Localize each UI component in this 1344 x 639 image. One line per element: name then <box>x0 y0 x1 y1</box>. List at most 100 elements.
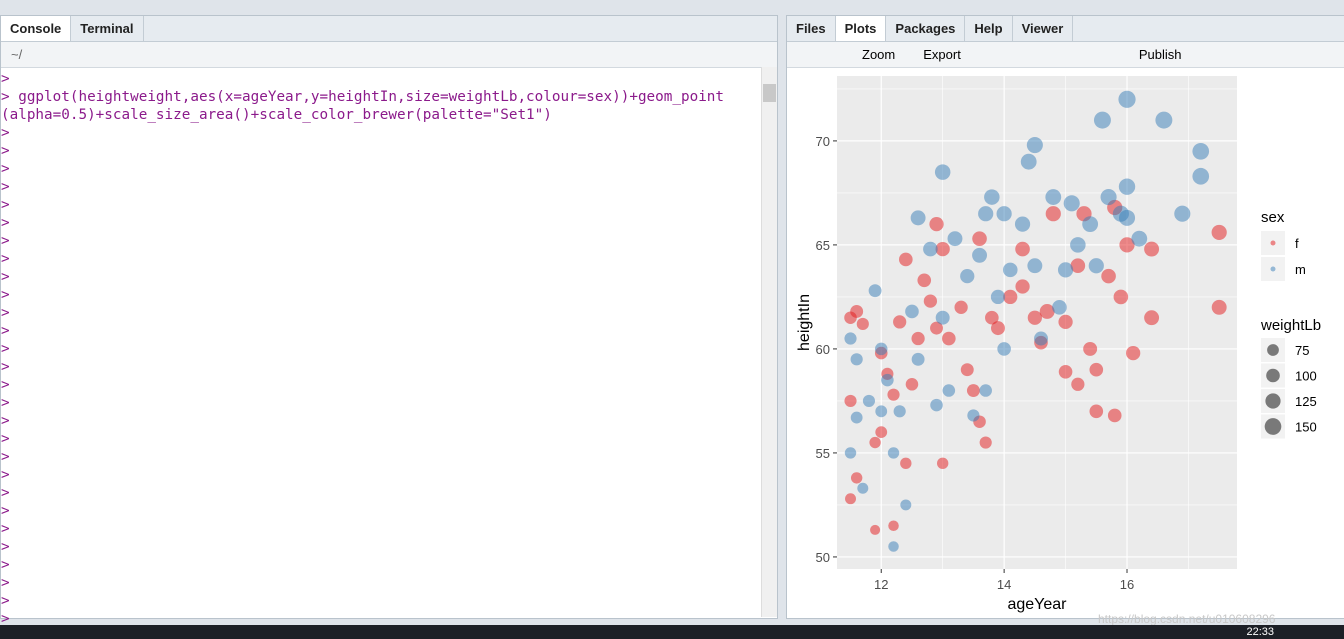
point <box>1118 90 1136 108</box>
point <box>1211 224 1227 241</box>
point <box>1100 189 1117 206</box>
point <box>911 352 925 366</box>
point <box>844 332 857 345</box>
point <box>1089 404 1104 419</box>
console-path: ~/ <box>11 47 23 62</box>
point <box>1144 241 1160 257</box>
console-line: > <box>1 305 10 321</box>
point <box>1063 195 1080 212</box>
point <box>899 252 913 267</box>
point <box>1107 408 1122 423</box>
size-swatch <box>1265 393 1281 409</box>
x-axis-label: ageYear <box>1007 596 1067 613</box>
point <box>893 405 906 418</box>
point <box>844 394 857 408</box>
scrollbar[interactable] <box>761 67 777 617</box>
toolbar-button[interactable]: Publish <box>1138 47 1182 62</box>
taskbar: 22:33 <box>0 625 1344 639</box>
point <box>845 493 856 505</box>
legend-label: 100 <box>1295 369 1317 384</box>
tab[interactable]: Help <box>965 16 1013 41</box>
point <box>1039 304 1055 319</box>
point <box>905 304 919 319</box>
tab[interactable]: Viewer <box>1013 16 1074 41</box>
point <box>1070 237 1086 253</box>
point <box>881 373 894 387</box>
point <box>875 426 888 439</box>
console-line: > <box>1 521 10 537</box>
x-tick-label: 16 <box>1120 577 1134 592</box>
size-swatch <box>1267 344 1279 356</box>
clock: 22:33 <box>1246 626 1274 638</box>
point <box>942 384 956 397</box>
console-line: (alpha=0.5)+scale_size_area()+scale_colo… <box>1 107 552 123</box>
point <box>1174 205 1191 222</box>
point <box>997 342 1011 356</box>
point <box>966 384 980 397</box>
console-line: > <box>1 485 10 501</box>
point <box>911 331 925 346</box>
point <box>923 241 938 257</box>
tab[interactable]: Console <box>1 16 72 41</box>
point <box>942 331 956 346</box>
tab[interactable]: Files <box>787 16 836 41</box>
console-line: > <box>1 611 10 627</box>
point <box>850 353 863 366</box>
point <box>935 241 950 257</box>
console-line: > <box>1 377 10 393</box>
legend-swatch <box>1270 266 1276 272</box>
y-axis-label: heightIn <box>796 294 813 351</box>
legend-title: sex <box>1261 209 1285 226</box>
plots-pane: Files Plots Packages Help Viewer Zoom Export P… <box>786 15 1344 619</box>
point <box>857 482 869 494</box>
point <box>910 210 926 226</box>
tab[interactable]: Packages <box>886 16 966 41</box>
y-tick-label: 65 <box>816 238 830 253</box>
legend-title: weightLb <box>1260 317 1321 334</box>
x-tick-label: 14 <box>997 577 1011 592</box>
point <box>1192 142 1210 160</box>
console-line: > <box>1 251 10 267</box>
point <box>888 520 899 531</box>
point <box>1144 310 1160 326</box>
tab[interactable]: Terminal <box>71 16 144 41</box>
toolbar-button[interactable]: Zoom <box>862 47 896 62</box>
point <box>1089 362 1104 377</box>
point <box>1118 178 1136 195</box>
console-line: > <box>1 575 10 591</box>
point <box>936 457 949 470</box>
point <box>1082 216 1099 233</box>
tab[interactable]: Plots <box>835 16 887 41</box>
point <box>868 284 882 298</box>
console-line: > <box>1 269 10 285</box>
console-line: > ggplot(heightweight,aes(x=ageYear,y=he… <box>1 89 725 105</box>
console-line: > <box>1 233 10 249</box>
y-tick-label: 70 <box>816 134 830 149</box>
point <box>1045 206 1061 222</box>
legend-label: 150 <box>1295 420 1317 435</box>
point <box>1015 279 1030 294</box>
point <box>991 321 1005 336</box>
console-line: > <box>1 143 10 159</box>
console-line: > <box>1 341 10 357</box>
console-line: > <box>1 539 10 555</box>
console-tabs: Console Terminal <box>1 16 777 42</box>
point <box>844 447 857 459</box>
point <box>862 394 876 408</box>
point <box>978 206 994 222</box>
point <box>1070 258 1086 274</box>
point <box>1058 365 1073 379</box>
point <box>960 268 975 284</box>
console-line: > <box>1 323 10 339</box>
point <box>1155 111 1173 129</box>
console-toolbar: ~/ <box>1 42 777 68</box>
point <box>917 273 932 288</box>
y-tick-label: 60 <box>816 342 830 357</box>
toolbar-button[interactable]: Export <box>923 47 961 62</box>
point <box>996 206 1012 222</box>
point <box>1014 216 1031 232</box>
point <box>1093 111 1111 129</box>
watermark: https://blog.csdn.net/u010608296 <box>1098 612 1276 626</box>
